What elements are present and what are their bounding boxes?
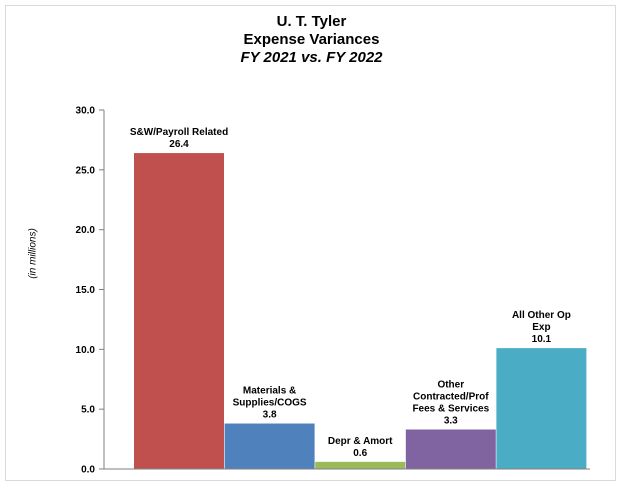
y-tick-label: 30.0	[76, 106, 96, 117]
y-tick-label: 20.0	[76, 225, 96, 236]
bar	[224, 423, 315, 469]
chart-period: FY 2021 vs. FY 2022	[240, 49, 383, 66]
bar	[405, 429, 496, 469]
chart-subtitle: Expense Variances	[243, 31, 380, 48]
category-label: Contracted/Prof	[413, 392, 489, 403]
category-label: Other	[437, 380, 464, 391]
category-label: Materials &	[243, 386, 296, 397]
y-tick-label: 15.0	[76, 285, 96, 296]
y-tick-label: 0.0	[81, 465, 95, 476]
bar	[315, 461, 406, 469]
data-label: 0.6	[353, 448, 367, 459]
category-label: All Other Op	[512, 310, 571, 321]
y-tick-label: 5.0	[81, 405, 95, 416]
bar	[134, 153, 224, 469]
data-label: 3.8	[263, 410, 277, 421]
category-label: Supplies/COGS	[233, 398, 307, 409]
category-label: Exp	[532, 322, 550, 333]
category-label: Depr & Amort	[328, 436, 393, 447]
data-label: 10.1	[532, 334, 552, 345]
chart-title: U. T. Tyler	[276, 13, 347, 30]
data-label: 26.4	[169, 139, 189, 150]
y-tick-label: 25.0	[76, 165, 96, 176]
y-tick-label: 10.0	[76, 345, 96, 356]
category-label: Fees & Services	[412, 404, 489, 415]
category-label: S&W/Payroll Related	[130, 127, 228, 138]
bar	[496, 348, 587, 469]
data-label: 3.3	[444, 416, 458, 427]
